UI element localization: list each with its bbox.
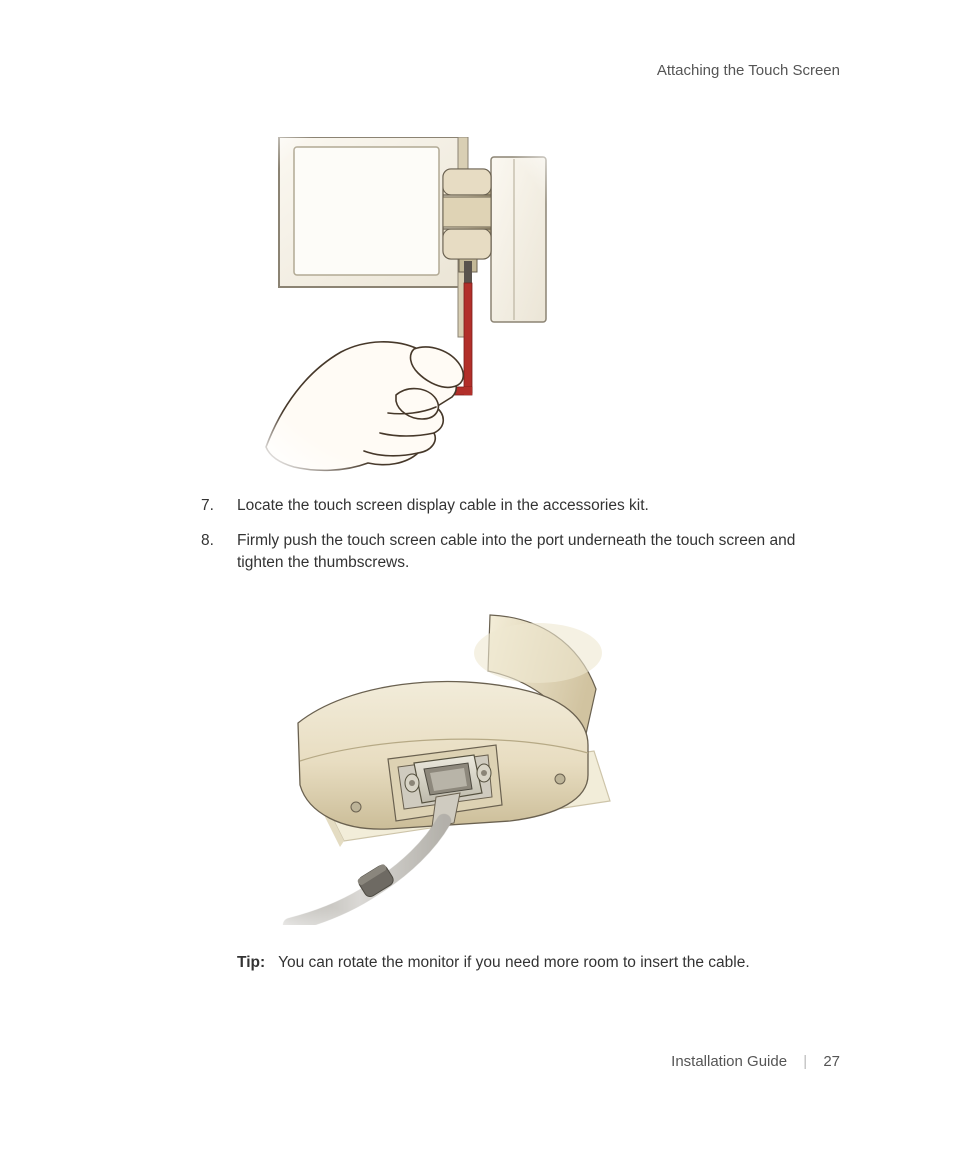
figure-cable-port <box>238 593 642 925</box>
tip-text-body: You can rotate the monitor if you need m… <box>278 954 750 971</box>
instruction-step: 7. Locate the touch screen display cable… <box>201 495 649 517</box>
step-number: 8. <box>201 530 237 575</box>
step-text: Locate the touch screen display cable in… <box>237 495 649 517</box>
figure-hinge-hex-wrench <box>246 137 556 472</box>
step-text: Firmly push the touch screen cable into … <box>237 530 841 575</box>
tip-callout: Tip: You can rotate the monitor if you n… <box>237 954 750 972</box>
step-number: 7. <box>201 495 237 517</box>
footer-separator: | <box>803 1053 807 1070</box>
footer-page-number: 27 <box>823 1053 840 1070</box>
footer-doc-title: Installation Guide <box>671 1053 787 1070</box>
page-header-section-title: Attaching the Touch Screen <box>657 62 840 79</box>
tip-text <box>269 954 278 971</box>
instruction-step: 8. Firmly push the touch screen cable in… <box>201 530 841 575</box>
page-footer: Installation Guide | 27 <box>671 1053 840 1070</box>
tip-label: Tip: <box>237 954 265 971</box>
